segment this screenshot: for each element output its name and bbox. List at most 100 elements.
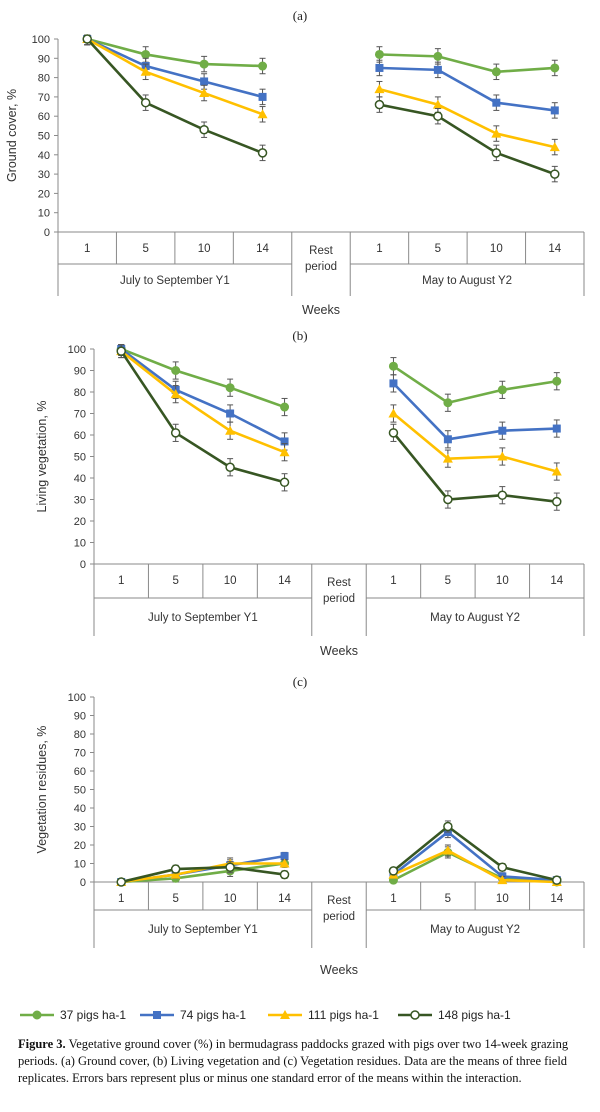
series-line (392, 412, 558, 473)
data-point (497, 385, 507, 395)
chart-living-vegetation: 0 10 20 30 40 50 60 70 80 90 100 Living vegetation,… (35, 344, 585, 658)
data-point (443, 435, 452, 444)
y-tick-label: 40 (38, 150, 50, 162)
y-tick-label: 100 (32, 34, 50, 46)
data-point (552, 376, 562, 386)
data-point (199, 59, 209, 69)
data-point (171, 366, 181, 375)
series-line (379, 103, 556, 176)
legend-label: 74 pigs ha-1 (180, 1008, 246, 1022)
panel-letter-a: (a) (292, 8, 308, 23)
x-week-label: 1 (390, 575, 396, 587)
data-point (200, 77, 209, 86)
y-tick-label: 60 (74, 766, 86, 778)
data-point (279, 447, 290, 457)
data-point (550, 63, 560, 73)
data-point (140, 66, 151, 76)
data-point (497, 875, 508, 885)
x-week-label: 5 (142, 243, 148, 255)
x-week-label: 10 (224, 893, 237, 905)
series-line (392, 830, 557, 882)
legend: 37 pigs ha-1 74 pigs ha-1 111 pigs ha-1 148… (0, 1004, 600, 1026)
data-point (388, 361, 398, 371)
x-group-label-line: period (305, 261, 337, 273)
data-point (170, 389, 181, 399)
x-group-label: May to August Y2 (422, 275, 512, 287)
y-tick-label: 70 (38, 92, 50, 104)
data-point (258, 92, 267, 101)
x-week-label: 14 (550, 575, 563, 587)
x-group-label: Rest period (323, 895, 355, 923)
data-point (116, 346, 126, 356)
data-point (141, 49, 151, 59)
y-tick-label: 30 (38, 169, 50, 181)
series-line (379, 87, 556, 149)
data-point (433, 111, 443, 121)
x-week-label: 10 (224, 575, 237, 587)
legend-swatch-marker (32, 1010, 42, 1020)
data-point (225, 462, 235, 472)
y-axis-title: Ground cover, % (5, 89, 19, 182)
legend-swatch-marker (280, 1010, 290, 1019)
x-group-label: May to August Y2 (430, 612, 520, 624)
x-group-label-line: Rest (309, 245, 333, 257)
x-week-label: 14 (278, 893, 291, 905)
data-point (140, 97, 151, 108)
y-tick-label: 20 (38, 188, 50, 200)
y-tick-label: 20 (74, 840, 86, 852)
x-week-label: 5 (172, 893, 178, 905)
chart-vegetation-residues: 0 10 20 30 40 50 60 70 80 90 100 Vegetation residue… (35, 692, 585, 977)
data-point (280, 852, 289, 861)
x-group-label-line: Rest (327, 895, 351, 907)
y-tick-label: 10 (74, 859, 86, 871)
legend-swatch-marker (410, 1010, 420, 1020)
data-point (492, 98, 501, 107)
series-line (120, 350, 285, 484)
y-tick-label: 0 (80, 877, 86, 889)
data-point (442, 845, 453, 855)
x-group-label: Rest period (305, 245, 337, 273)
data-point (280, 437, 289, 446)
data-point (549, 142, 560, 152)
data-point (116, 877, 126, 887)
y-tick-label: 10 (38, 208, 50, 220)
x-week-label: 14 (278, 575, 291, 587)
data-point (170, 864, 181, 874)
series-line (379, 53, 555, 74)
data-point (257, 109, 268, 119)
x-week-label: 5 (435, 243, 441, 255)
x-axis-title: Weeks (320, 644, 358, 658)
data-point (550, 106, 559, 115)
data-point (443, 821, 453, 832)
x-week-label: 1 (376, 243, 382, 255)
x-group-label-line: period (323, 593, 355, 605)
data-point (375, 63, 384, 72)
x-week-label: 10 (490, 243, 503, 255)
y-tick-label: 30 (74, 822, 86, 834)
caption-label: Figure 3. (18, 1037, 66, 1051)
data-point (497, 490, 508, 500)
y-tick-label: 40 (74, 803, 86, 815)
series-line (86, 37, 263, 116)
y-tick-label: 30 (74, 495, 86, 507)
series-line (379, 66, 555, 112)
data-point (551, 466, 562, 476)
panel-letter-b: (b) (292, 328, 308, 343)
x-week-label: 10 (496, 893, 509, 905)
x-week-label: 14 (256, 243, 269, 255)
series-line (86, 37, 263, 99)
x-week-label: 14 (548, 243, 561, 255)
y-axis-title: Vegetation residues, % (35, 726, 49, 854)
data-point (443, 398, 453, 408)
y-tick-label: 50 (74, 452, 86, 464)
panel-letter-c: (c) (292, 674, 308, 689)
y-tick-label: 20 (74, 516, 86, 528)
data-point (498, 426, 507, 435)
y-tick-label: 0 (80, 559, 86, 571)
x-week-label: 10 (496, 575, 509, 587)
caption-text: Vegetative ground cover (%) in bermudagr… (18, 1037, 569, 1085)
series-line (120, 347, 285, 409)
x-group-label: Rest period (323, 577, 355, 605)
data-point (552, 424, 561, 433)
x-week-label: 10 (198, 243, 211, 255)
